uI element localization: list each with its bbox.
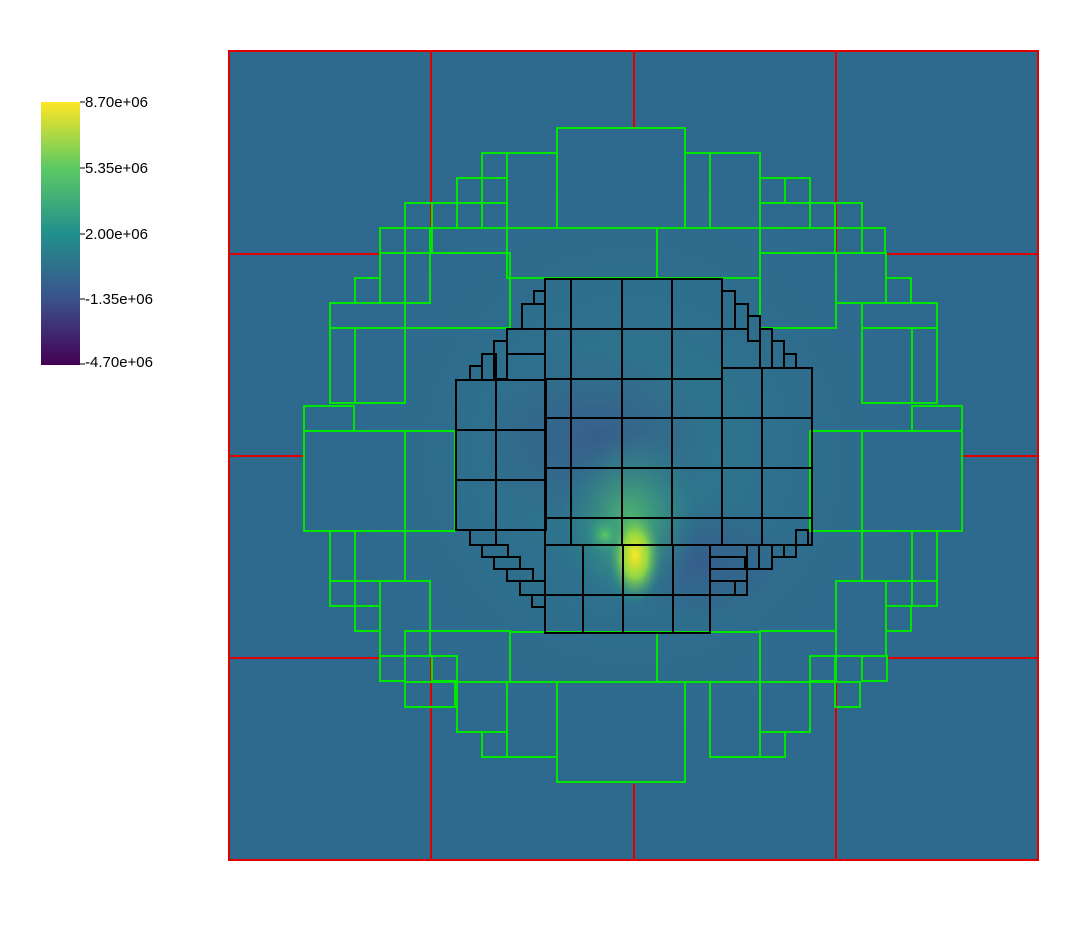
amr-level-1-block [404, 681, 456, 708]
amr-level-2-block [783, 544, 797, 558]
amr-level-1-block [861, 655, 888, 682]
amr-level-2-block [783, 353, 797, 369]
amr-level-1-block [834, 681, 861, 708]
colorbar-tick-label-max: 8.70e+06 [85, 94, 148, 111]
colorbar-gradient [41, 102, 80, 365]
amr-level-2-block [734, 580, 748, 596]
amr-level-2-block [495, 479, 547, 531]
amr-level-1-block [759, 252, 837, 329]
amr-level-1-block [861, 327, 913, 404]
amr-level-2-block [795, 529, 809, 546]
amr-level-2-block [533, 290, 546, 305]
amr-level-1-block [481, 177, 508, 204]
amr-level-2-block [531, 594, 546, 608]
amr-level-1-block [431, 655, 458, 682]
colorbar-tick-label-min: -4.70e+06 [85, 354, 153, 371]
colorbar-tick-label: -1.35e+06 [85, 291, 153, 308]
amr-level-2-block [469, 365, 483, 381]
amr-level-1-blocks [303, 127, 963, 783]
amr-level-1-block [784, 177, 811, 204]
amr-level-1-block [809, 655, 836, 682]
colorbar-ticks [80, 101, 85, 365]
field-peak-region [585, 515, 625, 555]
amr-level-1-block [404, 252, 511, 329]
amr-level-2-block [672, 594, 711, 634]
plot-area [228, 50, 1039, 861]
colorbar [41, 101, 85, 365]
amr-level-2-blocks [455, 278, 813, 634]
colorbar-tick-label: 2.00e+06 [85, 226, 148, 243]
amr-level-1-block [809, 430, 863, 532]
colorbar-tick-label: 5.35e+06 [85, 160, 148, 177]
amr-level-2-block [493, 340, 508, 380]
amr-level-1-block [354, 327, 406, 404]
